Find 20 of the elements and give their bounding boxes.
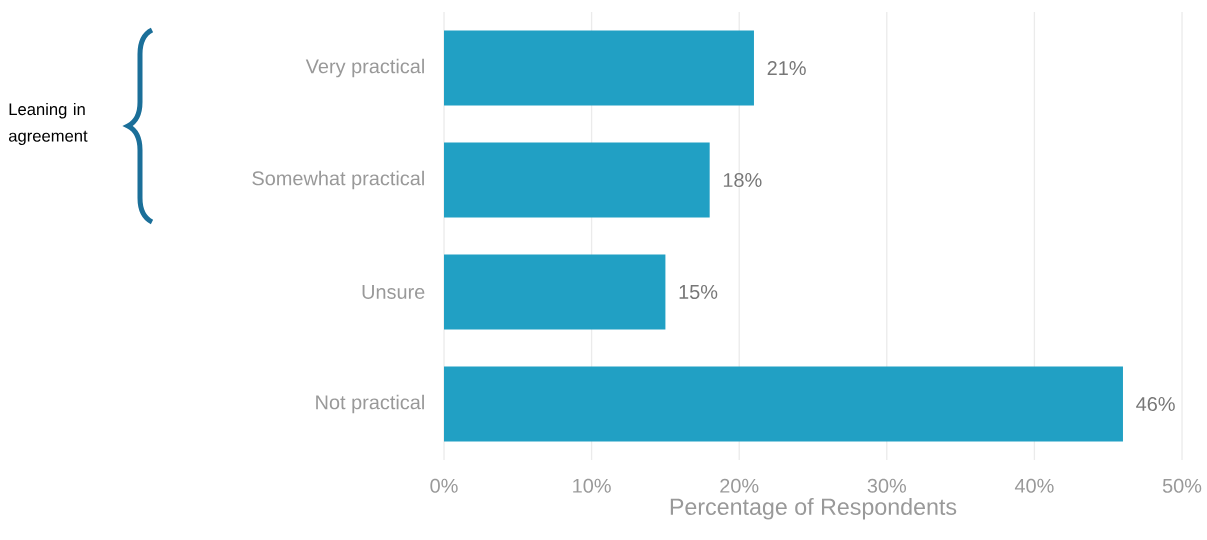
text: Leaning in agreement (8, 102, 88, 146)
y-tick-label: Unsure (362, 285, 425, 299)
x-tick-label: 40% (1014, 478, 1054, 493)
data-label: 18% (723, 172, 762, 188)
bar (444, 366, 1123, 442)
y-tick-label: Very practical (305, 58, 424, 78)
data-label: 46% (1136, 396, 1175, 412)
x-tick-label: 10% (573, 478, 611, 493)
y-tick-label: Not practical (316, 394, 424, 414)
y-tick-label: Somewhat practical (252, 170, 424, 190)
x-tick-label: 20% (720, 478, 759, 493)
bar (444, 142, 710, 218)
x-tick-label: 0% (430, 478, 458, 493)
bar (444, 254, 666, 330)
data-label: 21% (767, 60, 806, 76)
bar (444, 30, 754, 106)
data-label: 15% (679, 285, 718, 300)
x-axis-title: Percentage of Respondents (670, 497, 957, 520)
x-tick-label: 50% (1162, 478, 1202, 493)
x-tick-label: 30% (867, 478, 907, 493)
